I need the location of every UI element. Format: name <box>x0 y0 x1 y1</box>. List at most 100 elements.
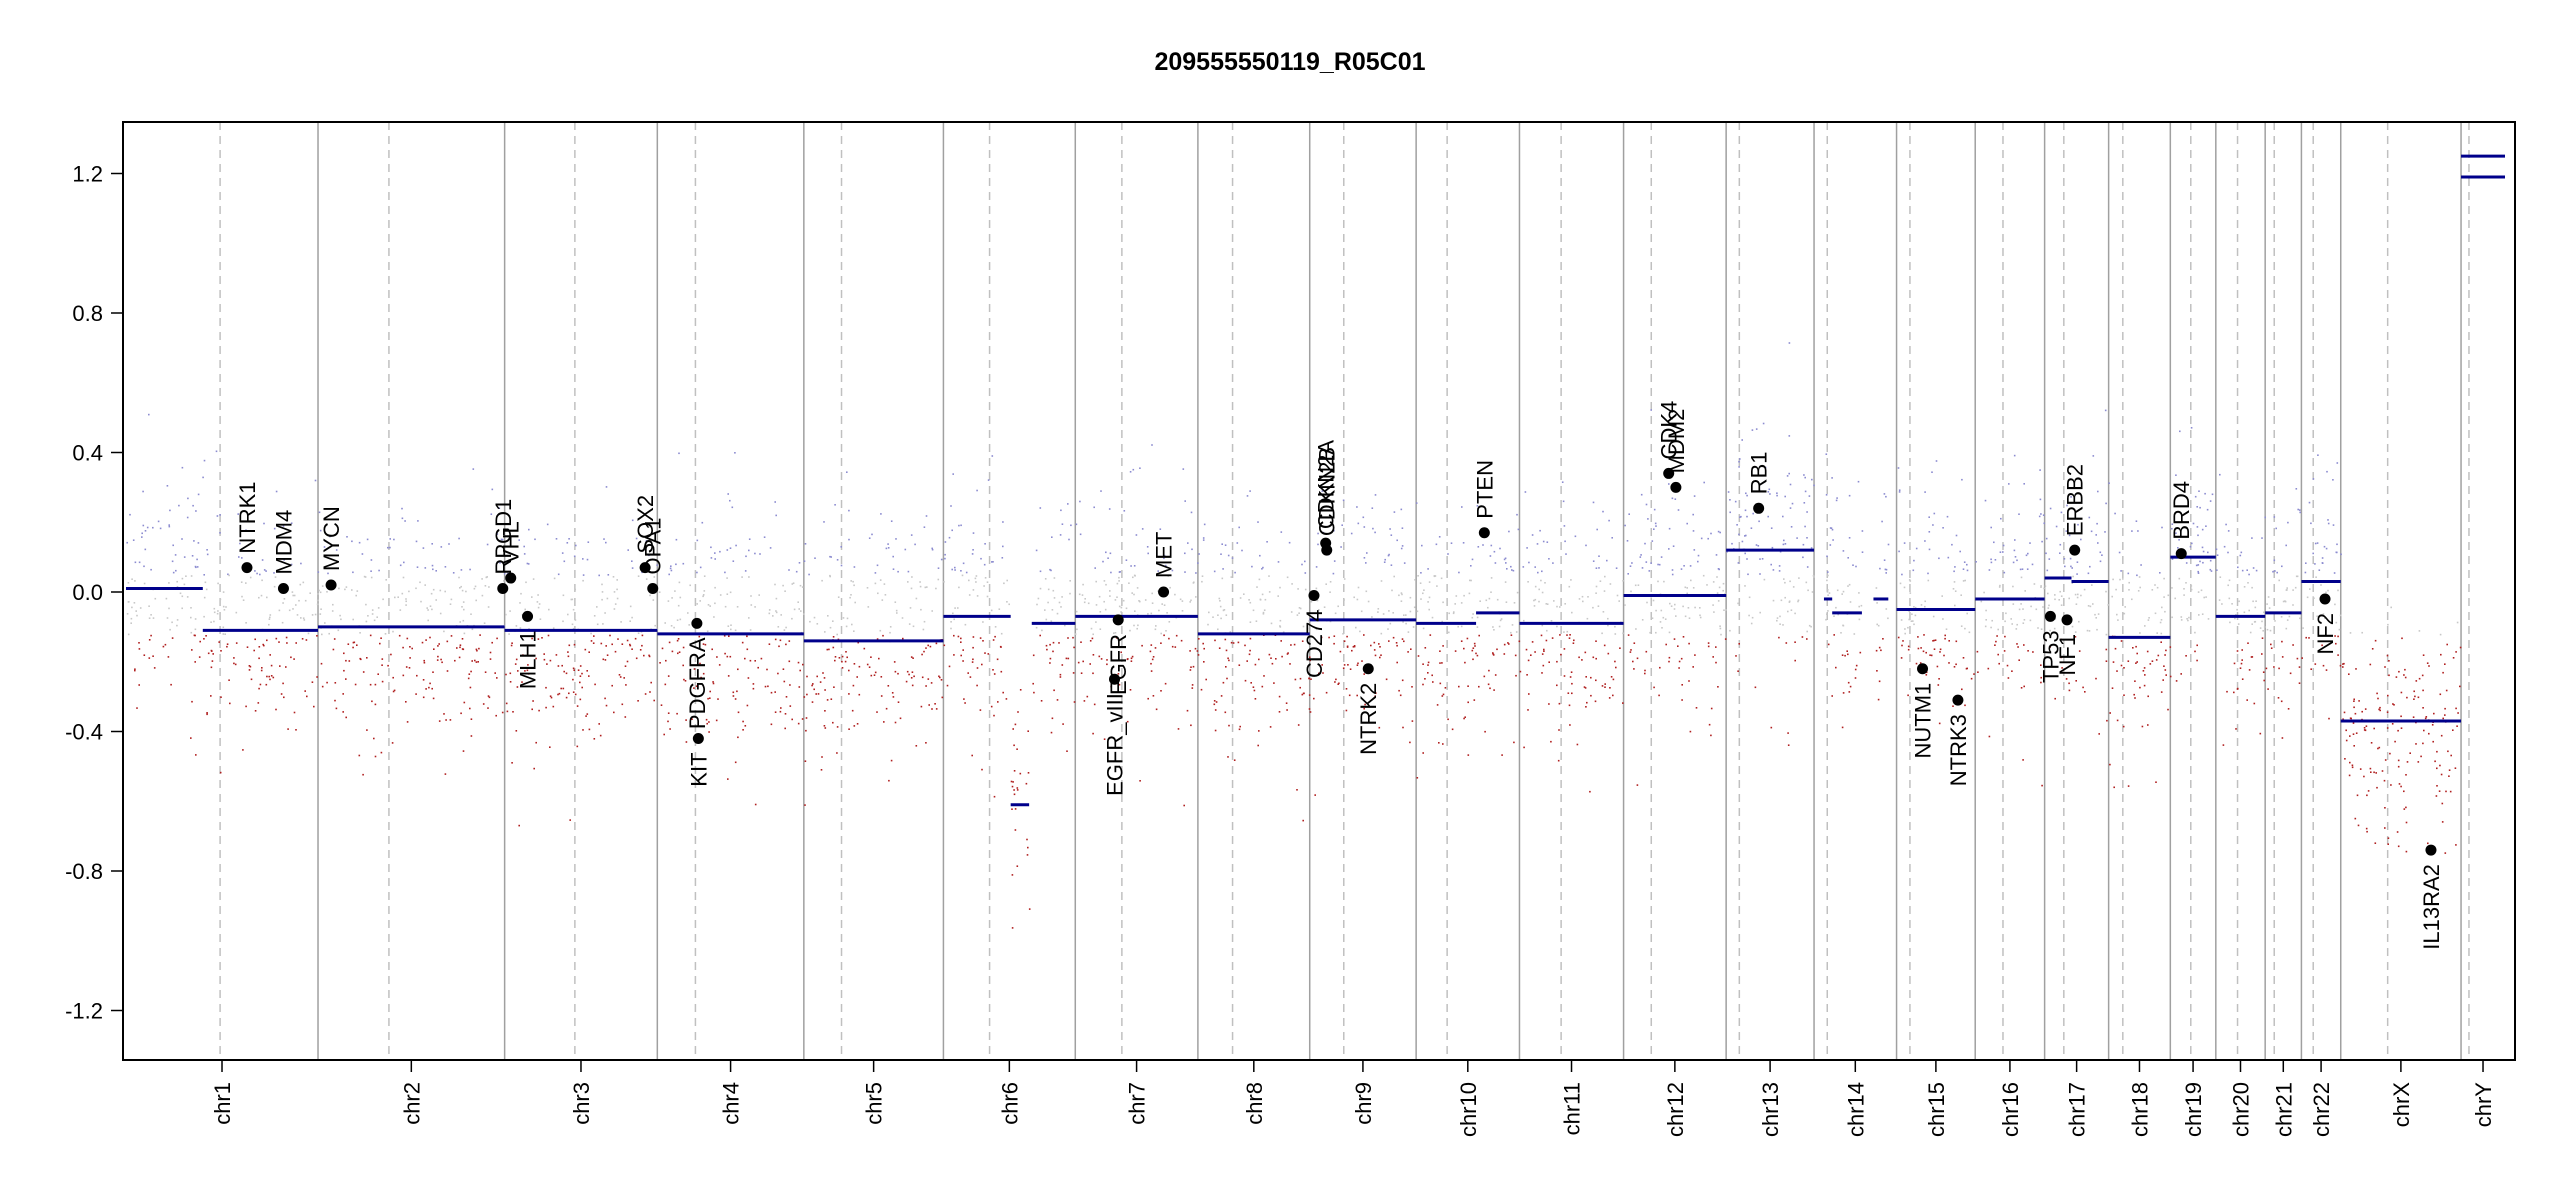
probe-point <box>1463 594 1465 597</box>
probe-point <box>1281 655 1283 658</box>
probe-point <box>1754 686 1757 689</box>
probe-point <box>358 754 361 757</box>
probe-point <box>258 596 260 599</box>
probe-point <box>2366 830 2368 833</box>
probe-point <box>1578 656 1580 659</box>
probe-point <box>263 569 266 571</box>
probe-point <box>2241 649 2243 651</box>
probe-point <box>1428 581 1431 583</box>
probe-point <box>1678 667 1680 669</box>
probe-point <box>1534 585 1537 588</box>
probe-point <box>327 572 329 575</box>
probe-point <box>1296 789 1298 791</box>
probe-point <box>1980 600 1983 603</box>
probe-point <box>1231 557 1234 559</box>
probe-point <box>399 609 402 611</box>
probe-point <box>1507 642 1509 644</box>
probe-point <box>261 559 264 561</box>
probe-point <box>1357 662 1359 665</box>
probe-point <box>1392 636 1395 639</box>
probe-point <box>278 609 281 612</box>
probe-point <box>2267 596 2270 598</box>
probe-point <box>1648 570 1651 572</box>
probe-point <box>1710 707 1713 710</box>
probe-point <box>1723 609 1725 611</box>
probe-point <box>1241 549 1243 552</box>
probe-point <box>1660 609 1663 612</box>
probe-point <box>499 562 501 564</box>
probe-point <box>1013 744 1015 747</box>
probe-point <box>430 592 433 595</box>
probe-point <box>1460 625 1463 628</box>
probe-point <box>1165 564 1167 567</box>
probe-point <box>1191 687 1194 689</box>
probe-point <box>1628 513 1630 515</box>
probe-point <box>1680 568 1683 570</box>
probe-point <box>2371 648 2374 650</box>
probe-point <box>334 682 337 684</box>
probe-point <box>1219 600 1221 602</box>
probe-point <box>2054 598 2056 601</box>
probe-point <box>2104 409 2107 412</box>
probe-point <box>877 592 879 595</box>
probe-point <box>2316 542 2319 544</box>
probe-point <box>2384 807 2386 809</box>
probe-point <box>1639 556 1642 558</box>
probe-point <box>369 634 372 637</box>
probe-point <box>382 598 384 601</box>
probe-point <box>217 610 219 612</box>
probe-point <box>1027 772 1030 774</box>
probe-point <box>897 570 899 573</box>
probe-point <box>1116 596 1118 598</box>
probe-point <box>965 571 968 574</box>
probe-point <box>1571 682 1573 685</box>
probe-point <box>545 686 547 689</box>
probe-point <box>1699 614 1701 617</box>
probe-point <box>1389 528 1391 530</box>
probe-point <box>138 561 141 564</box>
chromosome-label: chr15 <box>1924 1082 1949 1137</box>
probe-point <box>1222 681 1225 684</box>
probe-point <box>2418 677 2421 680</box>
probe-point <box>1726 551 1728 553</box>
probe-point <box>832 620 834 622</box>
probe-point <box>249 665 252 668</box>
probe-point <box>2337 654 2339 656</box>
probe-point <box>1155 625 1157 627</box>
probe-point <box>1913 559 1915 562</box>
probe-point <box>316 635 318 637</box>
probe-point <box>856 676 858 678</box>
probe-point <box>788 660 791 663</box>
probe-point <box>1659 621 1662 623</box>
probe-point <box>2040 586 2042 588</box>
probe-point <box>245 705 247 708</box>
probe-point <box>1302 625 1305 628</box>
probe-point <box>370 570 372 572</box>
probe-point <box>2452 729 2454 731</box>
probe-point <box>2455 707 2457 710</box>
probe-point <box>428 686 430 689</box>
probe-point <box>1924 605 1926 608</box>
probe-point <box>440 546 443 548</box>
probe-point <box>1050 620 1053 622</box>
probe-point <box>1930 654 1933 657</box>
probe-point <box>2248 573 2250 576</box>
probe-point <box>1168 621 1171 623</box>
probe-point <box>1203 647 1205 650</box>
probe-point <box>971 661 974 663</box>
probe-point <box>1536 543 1539 545</box>
probe-point <box>1373 641 1376 644</box>
probe-point <box>1615 666 1617 669</box>
probe-point <box>1501 754 1503 756</box>
probe-point <box>165 597 168 600</box>
probe-point <box>2107 604 2109 606</box>
probe-point <box>1523 619 1525 622</box>
probe-point <box>1083 601 1086 604</box>
probe-point <box>1438 536 1441 538</box>
probe-point <box>798 608 800 610</box>
probe-point <box>1126 720 1129 723</box>
probe-point <box>953 654 955 656</box>
probe-point <box>1163 554 1166 557</box>
probe-point <box>724 652 726 655</box>
probe-point <box>1508 530 1510 533</box>
